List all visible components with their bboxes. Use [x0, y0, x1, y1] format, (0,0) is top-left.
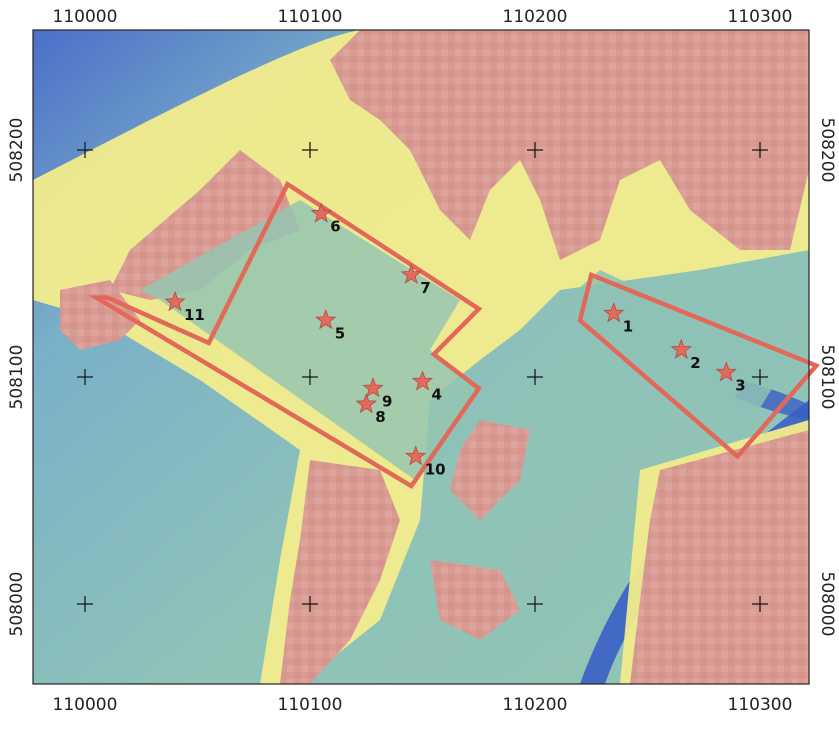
point-label-6: 6 [330, 218, 340, 236]
point-star-3 [715, 361, 737, 382]
y-tick-right-508200: 508200 [817, 118, 837, 183]
x-tick-bottom-110100: 110100 [278, 695, 343, 715]
grid-cross [302, 369, 318, 385]
x-tick-top-110200: 110200 [503, 7, 568, 27]
point-label-9: 9 [382, 392, 392, 410]
grid-cross [77, 369, 93, 385]
point-star-8 [355, 393, 377, 414]
map-frame [32, 29, 810, 685]
point-star-11 [164, 290, 186, 312]
site-outlines [88, 180, 821, 490]
point-label-4: 4 [432, 386, 442, 404]
grid-cross [302, 596, 318, 612]
axis-tick-labels: 1100001100001101001101001102001102001103… [7, 7, 837, 715]
grid-cross [752, 142, 768, 158]
grid-cross [752, 369, 768, 385]
left-site-outline [88, 180, 483, 490]
point-star-9 [362, 377, 384, 398]
point-label-2: 2 [690, 354, 700, 372]
grid-cross [527, 596, 543, 612]
point-label-11: 11 [184, 306, 205, 324]
right-site-outline [577, 271, 821, 460]
point-star-7 [400, 263, 422, 284]
y-tick-left-508100: 508100 [7, 345, 27, 410]
x-tick-top-110000: 110000 [53, 7, 118, 27]
x-tick-top-110300: 110300 [728, 7, 793, 27]
y-tick-left-508000: 508000 [7, 572, 27, 637]
point-star-6 [310, 202, 332, 223]
y-tick-right-508000: 508000 [817, 572, 837, 637]
point-label-5: 5 [335, 324, 345, 342]
point-label-8: 8 [375, 408, 385, 426]
grid-cross [77, 142, 93, 158]
x-tick-top-110100: 110100 [278, 7, 343, 27]
sample-points: 1 2 3 4 5 6 7 89 10 11 [164, 202, 746, 478]
x-tick-bottom-110200: 110200 [503, 695, 568, 715]
point-star-4 [411, 370, 434, 391]
point-label-1: 1 [623, 317, 633, 335]
grid-cross [77, 596, 93, 612]
point-label-3: 3 [735, 376, 745, 394]
grid-cross [527, 369, 543, 385]
x-tick-bottom-110300: 110300 [728, 695, 793, 715]
point-star-2 [670, 338, 692, 359]
point-label-10: 10 [425, 460, 446, 478]
point-star-1 [603, 302, 625, 323]
x-tick-bottom-110000: 110000 [53, 695, 118, 715]
point-star-5 [315, 309, 337, 330]
grid-crosses [77, 142, 768, 612]
y-tick-right-508100: 508100 [817, 345, 837, 410]
map-raster [33, 30, 809, 684]
point-label-7: 7 [420, 279, 430, 297]
grid-cross [527, 142, 543, 158]
grid-cross [752, 596, 768, 612]
grid-cross [302, 142, 318, 158]
point-star-10 [405, 445, 427, 466]
y-tick-left-508200: 508200 [7, 118, 27, 183]
